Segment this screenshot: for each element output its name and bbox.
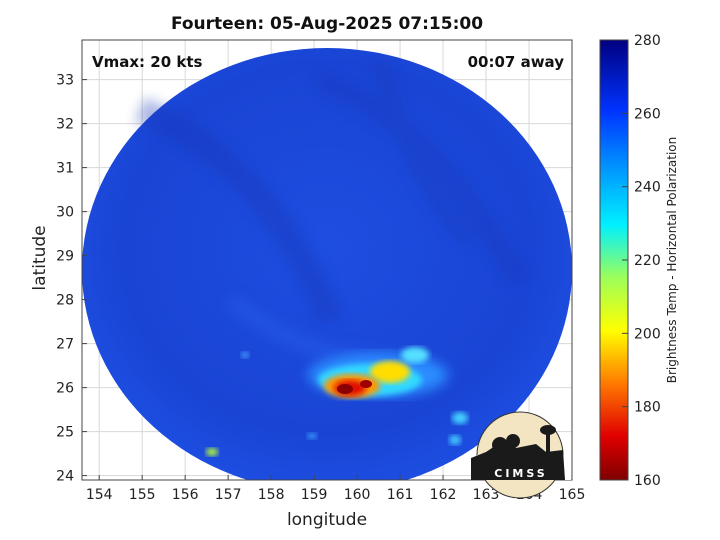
colorbar-tick-label: 220 (634, 253, 661, 269)
x-tick-label: 158 (258, 487, 285, 503)
x-axis-ticks: 154155156157158159160161162163164165 (86, 475, 586, 503)
x-tick-label: 165 (559, 487, 586, 503)
colorbar-tick-label: 200 (634, 326, 661, 342)
colorbar-ticks: 160 180 200 220 240 260 280 (622, 33, 661, 489)
vmax-label: Vmax: 20 kts (92, 53, 202, 71)
y-axis-ticks: 24 25 26 27 28 29 30 31 32 33 (56, 73, 87, 485)
plot-frame (81, 39, 573, 481)
x-tick-label: 157 (215, 487, 242, 503)
y-tick-label: 29 (56, 249, 74, 265)
y-tick-label: 31 (56, 161, 74, 177)
x-tick-label: 163 (473, 487, 500, 503)
y-tick-label: 26 (56, 381, 74, 397)
x-tick-label: 162 (430, 487, 457, 503)
y-tick-label: 27 (56, 337, 74, 353)
y-tick-label: 28 (56, 293, 74, 309)
x-tick-label: 154 (86, 487, 113, 503)
x-tick-label: 159 (301, 487, 328, 503)
colorbar-tick-label: 240 (634, 180, 661, 196)
convective-cluster (206, 347, 468, 456)
time-away-label: 00:07 away (468, 53, 565, 71)
map-title: Fourteen: 05-Aug-2025 07:15:00 (170, 14, 484, 34)
y-tick-label: 24 (56, 469, 74, 485)
x-tick-label: 156 (172, 487, 199, 503)
y-tick-label: 33 (56, 73, 74, 89)
microwave-swath (82, 48, 572, 480)
x-tick-label: 155 (129, 487, 156, 503)
y-tick-label: 25 (56, 425, 74, 441)
swath-texture (135, 57, 530, 369)
colorbar-tick-label: 180 (634, 400, 661, 416)
colorbar-tick-label: 160 (634, 473, 661, 489)
x-tick-label: 160 (344, 487, 371, 503)
cimss-logo-text: CIMSS (494, 467, 547, 480)
x-tick-label: 161 (387, 487, 414, 503)
colorbar-tick-label: 260 (634, 106, 661, 122)
colorbar-tick-label: 280 (634, 33, 661, 49)
x-axis-label: longitude (286, 510, 368, 530)
y-tick-label: 32 (56, 117, 74, 133)
cimss-logo: CIMSS (471, 411, 571, 499)
y-tick-label: 30 (56, 205, 74, 221)
